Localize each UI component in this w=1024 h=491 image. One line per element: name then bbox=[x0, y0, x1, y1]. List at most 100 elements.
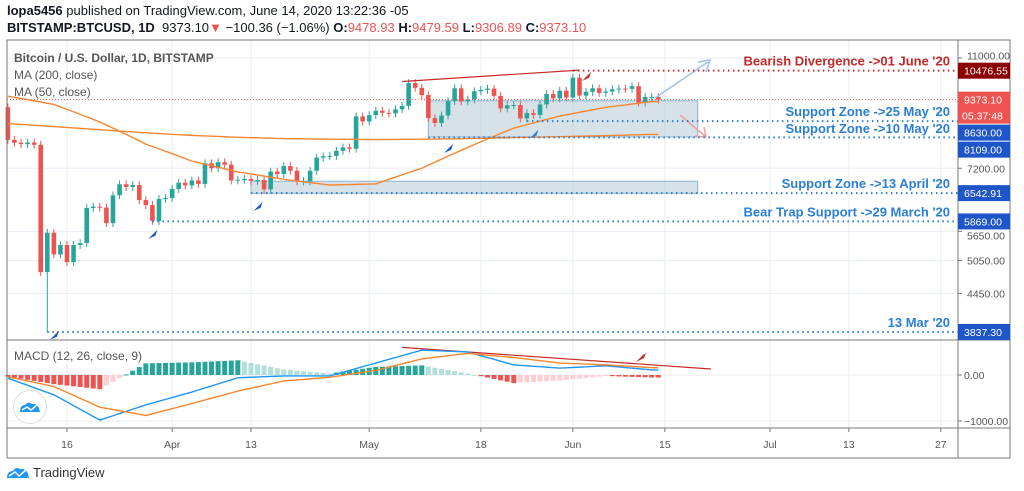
macd-histogram-bar bbox=[320, 372, 326, 375]
price-label-box bbox=[958, 213, 1010, 230]
publish-info: lopa5456 published on TradingView.com, J… bbox=[7, 3, 409, 18]
macd-histogram-bar bbox=[294, 370, 300, 375]
candle-body bbox=[491, 88, 497, 96]
macd-histogram-bar bbox=[570, 375, 576, 380]
macd-histogram-bar bbox=[583, 375, 589, 378]
macd-histogram-bar bbox=[202, 361, 208, 375]
macd-histogram-bar bbox=[64, 375, 70, 386]
candle-body bbox=[25, 142, 30, 145]
candle-body bbox=[340, 147, 346, 151]
macd-histogram-bar bbox=[5, 375, 11, 377]
macd-histogram-bar bbox=[550, 375, 556, 381]
macd-histogram-bar bbox=[235, 360, 241, 375]
macd-histogram-bar bbox=[425, 366, 431, 375]
macd-histogram-bar bbox=[432, 367, 438, 375]
macd-histogram-bar bbox=[77, 375, 83, 387]
candle-body bbox=[169, 188, 175, 199]
chart-border bbox=[6, 39, 1011, 459]
candle-body bbox=[445, 101, 451, 116]
candle-body bbox=[412, 83, 418, 88]
chart-legend: Bitcoin / U.S. Dollar, 1D, BITSTAMP MA (… bbox=[14, 50, 214, 101]
rocket-marker-icon bbox=[49, 330, 59, 340]
candle-body bbox=[458, 88, 464, 102]
candle-body bbox=[583, 91, 589, 96]
candle-body bbox=[176, 182, 181, 189]
candle-body bbox=[629, 86, 635, 89]
macd-histogram-bar bbox=[274, 368, 280, 375]
macd-histogram-bar bbox=[603, 375, 609, 377]
candle-body bbox=[12, 139, 17, 143]
macd-histogram-bar bbox=[438, 368, 444, 375]
candle-body bbox=[550, 93, 556, 99]
macd-legend[interactable]: MACD (12, 26, close, 9) bbox=[14, 349, 143, 363]
macd-histogram-bar bbox=[399, 366, 405, 375]
username[interactable]: lopa5456 bbox=[7, 3, 63, 18]
candle-body bbox=[182, 182, 188, 186]
macd-histogram-bar bbox=[596, 375, 602, 377]
level-annotation: 13 Mar '20 bbox=[888, 315, 950, 330]
candle-body bbox=[44, 232, 50, 273]
macd-histogram-bar bbox=[241, 361, 247, 375]
candle-body bbox=[228, 164, 234, 181]
candle-body bbox=[419, 87, 425, 96]
price-label: 8109.00 bbox=[964, 145, 1002, 157]
last-price: 9373.10 bbox=[162, 20, 210, 35]
price-tick-label: 11000.00 bbox=[967, 51, 1010, 63]
rocket-marker-icon bbox=[636, 353, 646, 362]
candle-body bbox=[84, 207, 90, 244]
candle-body bbox=[577, 77, 582, 96]
chart-frame bbox=[6, 39, 1011, 459]
level-annotation: Support Zone ->25 May '20 bbox=[785, 104, 950, 119]
candle-body bbox=[380, 110, 385, 113]
candle-body bbox=[117, 184, 122, 196]
candle-body bbox=[485, 88, 490, 90]
macd-histogram-bar bbox=[419, 365, 425, 375]
last-price-label: 9373.10 bbox=[964, 95, 1002, 107]
candle-body bbox=[38, 144, 44, 273]
candle-body bbox=[386, 112, 392, 114]
candle-body bbox=[623, 88, 628, 90]
candle-body bbox=[636, 86, 641, 103]
candle-body bbox=[51, 232, 57, 255]
symbol-info: BITSTAMP:BTCUSD, 1D 9373.10▼ −100.36 (−1… bbox=[7, 20, 586, 35]
level-annotation: Support Zone ->13 April '20 bbox=[782, 176, 950, 191]
macd-histogram-bar bbox=[97, 375, 103, 390]
ma200-legend[interactable]: MA (200, close) bbox=[14, 68, 98, 82]
brand-name: TradingView bbox=[33, 465, 105, 480]
time-tick-label: Jun bbox=[564, 439, 581, 451]
candle-body bbox=[537, 104, 543, 115]
macd-histogram-bar bbox=[327, 373, 333, 375]
macd-histogram-bar bbox=[222, 360, 228, 375]
macd-histogram-bar bbox=[90, 375, 96, 389]
candle-body bbox=[156, 198, 162, 221]
macd-histogram-bar bbox=[557, 375, 563, 381]
macd-histogram-bar bbox=[590, 375, 596, 378]
candle-body bbox=[432, 118, 438, 123]
price-change: −100.36 (−1.06%) bbox=[225, 20, 330, 35]
macd-histogram-bar bbox=[452, 371, 458, 375]
macd-histogram-bar bbox=[156, 363, 162, 375]
macd-histogram-bar bbox=[379, 366, 385, 375]
macd-histogram-bar bbox=[524, 375, 530, 383]
price-label-box bbox=[958, 62, 1010, 79]
price-label-box bbox=[958, 185, 1010, 202]
candle-body bbox=[268, 171, 273, 190]
macd-line bbox=[7, 349, 659, 421]
time-tick-label: Jul bbox=[763, 439, 776, 451]
macd-histogram-bar bbox=[84, 375, 90, 388]
time-tick-label: 15 bbox=[659, 439, 671, 451]
candle-body bbox=[334, 150, 339, 156]
candle-body bbox=[110, 195, 116, 224]
ma50-legend[interactable]: MA (50, close) bbox=[14, 85, 91, 99]
macd-histogram-bar bbox=[636, 375, 642, 378]
candle-body bbox=[18, 142, 24, 145]
price-label: 3837.30 bbox=[964, 327, 1002, 339]
macd-histogram-bar bbox=[307, 371, 313, 375]
last-price-box bbox=[958, 91, 1010, 124]
open-value: 9478.93 bbox=[347, 20, 395, 35]
macd-histogram-bar bbox=[143, 363, 149, 375]
ma50-line bbox=[7, 95, 659, 186]
macd-histogram-bar bbox=[71, 375, 77, 387]
tradingview-brand[interactable]: TradingView bbox=[6, 465, 105, 480]
